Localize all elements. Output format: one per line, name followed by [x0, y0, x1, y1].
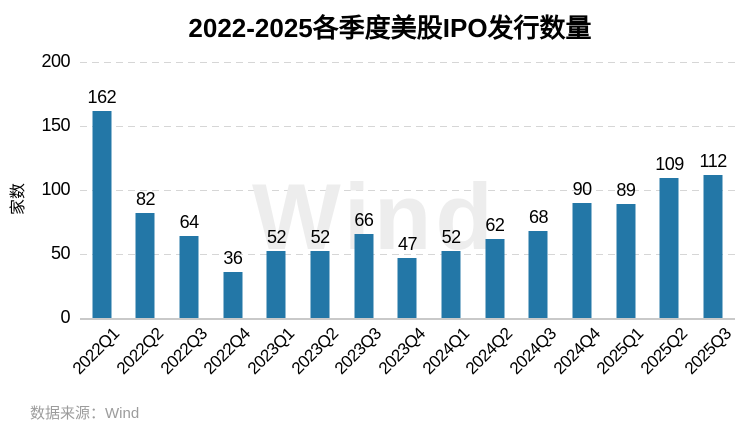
bar [266, 251, 286, 318]
bar-value-label: 82 [135, 189, 156, 210]
plot-area: Wind 162 2022Q1 82 2022Q2 64 2022Q3 36 2022Q4 52… [69, 61, 735, 379]
bar [572, 202, 592, 318]
bar-value-label: 62 [485, 214, 505, 235]
x-tick-label: 2024Q1 [418, 324, 473, 379]
bar-value-label: 68 [528, 206, 549, 227]
x-tick-label: 2025Q1 [593, 324, 648, 379]
bar-slot: 62 2024Q2 [462, 62, 517, 378]
bar-slot: 112 2025Q3 [680, 62, 735, 378]
bar-value-label: 90 [572, 178, 593, 199]
wind-watermark: Wind [252, 164, 497, 269]
x-tick-label: 2022Q1 [69, 324, 124, 379]
gridline [80, 125, 735, 127]
bar-slot: 89 2025Q1 [593, 62, 648, 378]
gridline [80, 61, 735, 63]
bar-value-label: 89 [616, 180, 636, 201]
x-tick-label: 2022Q2 [112, 324, 167, 379]
bar-value-label: 109 [655, 154, 684, 175]
x-tick-label: 2024Q4 [549, 324, 604, 379]
bar [310, 251, 330, 318]
bar-slot: 90 2024Q4 [549, 62, 604, 378]
bar-value-label: 52 [310, 227, 331, 248]
y-tick-label: 50 [50, 243, 71, 263]
bar [703, 174, 723, 318]
bar [528, 230, 548, 318]
bar [659, 178, 679, 318]
bar-slot: 52 2023Q2 [287, 62, 342, 378]
y-tick-label: 0 [60, 307, 70, 327]
chart-title: 2022-2025各季度美股IPO发行数量 [188, 13, 592, 43]
bar [92, 110, 112, 318]
bar-value-label: 66 [354, 209, 374, 230]
bar-value-label: 52 [266, 227, 287, 248]
bar-slot: 109 2025Q2 [637, 62, 692, 378]
y-tick-label: 100 [41, 179, 70, 199]
bar [485, 238, 505, 318]
bar-slot: 36 2022Q4 [200, 62, 255, 378]
x-tick-label: 2023Q3 [331, 324, 386, 379]
x-tick-label: 2023Q4 [374, 324, 429, 379]
y-tick-label: 200 [41, 51, 70, 71]
gridline [80, 189, 735, 191]
x-tick-label: 2025Q3 [680, 324, 735, 379]
bar-value-label: 52 [441, 227, 462, 248]
bar-slot: 47 2023Q4 [375, 62, 430, 378]
bar-slot: 82 2022Q2 [113, 62, 168, 378]
x-tick-label: 2024Q3 [505, 324, 560, 379]
source-note: 数据来源：Wind [30, 405, 140, 422]
bar-slot: 66 2023Q3 [331, 62, 386, 379]
bar [616, 204, 636, 318]
bar-value-label: 36 [223, 247, 243, 268]
gridline [80, 253, 735, 255]
bar-value-label: 162 [87, 86, 117, 107]
x-tick-label: 2022Q3 [156, 324, 211, 379]
x-tick-label: 2025Q2 [636, 324, 691, 379]
bar [135, 213, 155, 318]
bar-slot: 68 2024Q3 [506, 62, 561, 378]
bar-value-label: 112 [699, 150, 728, 171]
bar [397, 257, 417, 318]
x-tick-label: 2023Q2 [287, 324, 342, 379]
bar [223, 271, 243, 318]
bar-slot: 52 2024Q1 [418, 62, 473, 378]
x-tick-label: 2022Q4 [200, 324, 255, 379]
bar-value-label: 64 [179, 212, 200, 233]
bar-slot: 52 2023Q1 [244, 62, 299, 378]
bar-value-label: 47 [397, 233, 418, 254]
bar-slot: 64 2022Q3 [156, 62, 211, 378]
x-tick-label: 2024Q2 [462, 324, 517, 379]
bar-slot: 162 2022Q1 [69, 62, 124, 378]
bar [441, 251, 461, 318]
bar [354, 233, 374, 318]
x-tick-label: 2023Q1 [243, 324, 298, 379]
bar [179, 236, 199, 318]
y-tick-label: 150 [41, 115, 70, 135]
